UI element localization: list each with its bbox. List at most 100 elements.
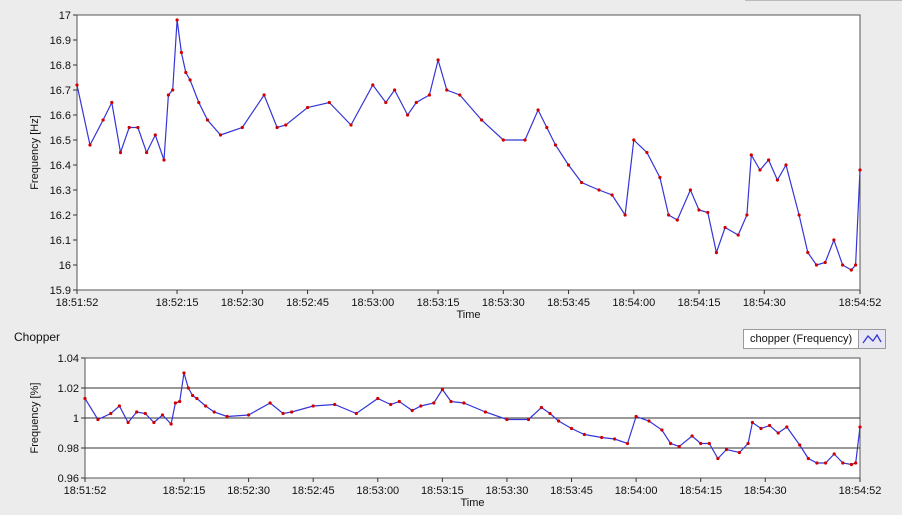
chopper-data-point: [432, 401, 436, 405]
freq-data-point: [393, 88, 397, 92]
freq-data-point: [854, 263, 858, 267]
chopper-y-tick-label: 1.02: [58, 383, 79, 395]
chopper-data-point: [333, 402, 337, 407]
chopper-data-point: [169, 422, 173, 426]
chopper-data-point: [557, 419, 561, 423]
freq-data-point: [153, 133, 157, 137]
freq-data-point: [306, 105, 310, 110]
freq-data-point: [218, 133, 223, 137]
chopper-data-point: [746, 441, 750, 446]
freq-y-axis-title: Frequency [Hz]: [29, 115, 41, 190]
chopper-x-tick-label: 18:53:00: [356, 485, 399, 497]
chopper-data-point: [191, 393, 195, 398]
chopper-data-point: [613, 437, 617, 441]
chopper-data-point: [225, 414, 229, 419]
freq-data-point: [849, 268, 853, 272]
freq-data-point: [745, 213, 749, 217]
chopper-x-tick-label: 18:54:00: [615, 485, 658, 497]
chopper-data-point: [699, 441, 703, 446]
freq-data-point: [580, 180, 584, 185]
chopper-data-point: [669, 441, 673, 446]
chopper-data-point: [660, 428, 664, 432]
freq-data-point: [284, 123, 288, 127]
freq-y-tick-label: 16.4: [50, 160, 71, 172]
freq-x-tick-label: 18:53:00: [351, 297, 394, 309]
freq-x-tick-label: 18:52:45: [286, 297, 329, 309]
chopper-data-point: [824, 461, 828, 465]
freq-x-tick-label: 18:51:52: [56, 297, 99, 309]
freq-data-point: [166, 93, 170, 97]
freq-y-tick-label: 16.3: [50, 185, 71, 197]
chopper-data-point: [716, 456, 720, 461]
freq-data-point: [545, 125, 549, 130]
legend-plot-icon[interactable]: [858, 330, 886, 348]
chopper-data-point: [135, 410, 139, 414]
freq-data-point: [371, 83, 375, 87]
freq-data-point: [349, 123, 353, 127]
freq-data-point: [688, 188, 693, 192]
chopper-data-point: [582, 432, 587, 437]
chopper-x-tick-label: 18:51:52: [64, 485, 107, 497]
toolbar-edge: [745, 0, 902, 4]
freq-data-point: [797, 213, 801, 217]
chopper-data-point: [548, 411, 552, 416]
freq-data-point: [706, 210, 710, 215]
chopper-x-tick-label: 18:53:45: [550, 485, 593, 497]
freq-data-point: [188, 78, 192, 82]
chopper-data-point: [281, 411, 285, 416]
freq-data-point: [240, 125, 244, 130]
chopper-data-point: [832, 452, 836, 456]
chopper-data-point: [505, 417, 509, 422]
freq-y-tick-label: 16: [59, 260, 71, 272]
chopper-data-point: [389, 402, 393, 407]
chopper-data-point: [737, 450, 742, 455]
freq-data-point: [858, 168, 862, 172]
chopper-data-point: [854, 461, 858, 465]
chopper-x-tick-label: 18:52:45: [292, 485, 335, 497]
chopper-data-point: [483, 410, 487, 414]
chopper-data-point: [707, 441, 711, 446]
chopper-data-point: [109, 411, 113, 416]
freq-y-tick-label: 17: [59, 10, 71, 22]
chopper-data-point: [247, 413, 251, 417]
freq-data-point: [75, 83, 79, 87]
chopper-x-tick-label: 18:53:30: [486, 485, 529, 497]
chopper-data-point: [83, 396, 87, 401]
chopper-data-point: [647, 419, 651, 423]
freq-data-point: [775, 178, 780, 182]
freq-data-point: [597, 188, 601, 192]
freq-data-point: [101, 118, 105, 122]
freq-plot-area: [76, 14, 861, 291]
freq-data-point: [841, 263, 845, 267]
freq-data-point: [784, 163, 788, 167]
freq-data-point: [758, 168, 762, 172]
freq-data-point: [384, 100, 388, 105]
chopper-data-point: [290, 410, 294, 414]
freq-data-point: [714, 250, 719, 255]
freq-data-point: [179, 50, 183, 55]
freq-data-point: [205, 118, 210, 122]
chopper-data-point: [410, 408, 414, 413]
legend[interactable]: chopper (Frequency): [743, 329, 887, 349]
freq-data-point: [610, 193, 614, 197]
chopper-x-tick-label: 18:54:30: [744, 485, 787, 497]
chopper-y-tick-label: 1.04: [58, 353, 79, 365]
freq-series-line: [76, 19, 861, 271]
chopper-data-point: [600, 435, 604, 440]
freq-y-tick-label: 16.5: [50, 135, 71, 147]
freq-data-point: [675, 218, 679, 222]
chopper-x-tick-label: 18:52:15: [163, 485, 206, 497]
freq-data-point: [749, 153, 753, 157]
chopper-data-point: [634, 414, 638, 419]
freq-data-point: [667, 213, 671, 217]
freq-x-tick-label: 18:52:15: [156, 297, 199, 309]
chopper-data-point: [152, 420, 156, 425]
chopper-data-point: [449, 399, 453, 404]
chopper-data-point: [186, 386, 190, 390]
chopper-x-axis-title: Time: [460, 497, 484, 509]
freq-data-point: [175, 18, 179, 22]
chopper-data-point: [204, 404, 208, 408]
freq-x-tick-label: 18:53:45: [547, 297, 590, 309]
freq-data-point: [553, 143, 558, 147]
